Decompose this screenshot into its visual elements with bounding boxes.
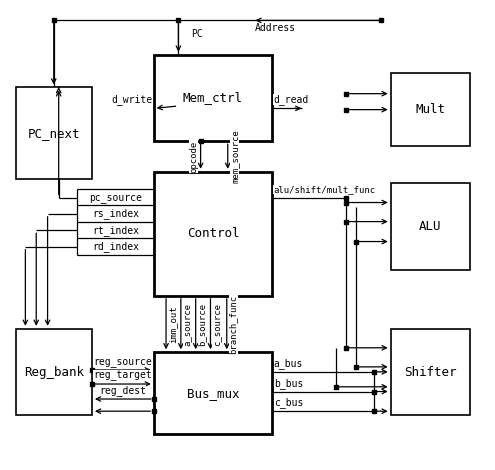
Text: PC: PC (191, 29, 202, 39)
Text: branch_func: branch_func (229, 295, 238, 353)
Text: c_source: c_source (212, 303, 221, 345)
Text: d_write: d_write (112, 94, 153, 105)
Text: opcode: opcode (189, 141, 198, 172)
Text: Address: Address (255, 23, 296, 33)
Text: reg_dest: reg_dest (99, 385, 147, 396)
Bar (391, 183, 470, 270)
Text: d_read: d_read (273, 94, 308, 105)
Text: c_bus: c_bus (274, 398, 303, 408)
Text: pc_source: pc_source (89, 193, 142, 203)
Text: Control: Control (187, 227, 239, 240)
Text: a_bus: a_bus (274, 358, 303, 369)
Text: reg_target: reg_target (94, 370, 152, 381)
Text: rd_index: rd_index (92, 241, 139, 252)
Text: ALU: ALU (419, 220, 442, 233)
Text: imm_out: imm_out (168, 305, 177, 343)
Bar (15, 329, 92, 415)
Text: alu/shift/mult_func: alu/shift/mult_func (273, 185, 375, 194)
Text: mem_source: mem_source (230, 130, 239, 183)
Text: Mult: Mult (415, 103, 445, 116)
Text: rs_index: rs_index (92, 209, 139, 219)
Text: b_bus: b_bus (274, 378, 303, 389)
Text: b_source: b_source (198, 303, 206, 345)
Bar (391, 329, 470, 415)
Text: Reg_bank: Reg_bank (24, 366, 84, 378)
Bar (154, 172, 272, 296)
Text: rt_index: rt_index (92, 225, 139, 236)
Text: a_source: a_source (183, 303, 192, 345)
Bar (154, 352, 272, 434)
Text: reg_source: reg_source (94, 357, 152, 367)
Bar (15, 87, 92, 179)
Bar (154, 55, 272, 141)
Text: Mem_ctrl: Mem_ctrl (183, 92, 243, 104)
Text: Bus_mux: Bus_mux (187, 387, 239, 400)
Bar (391, 73, 470, 146)
Text: Shifter: Shifter (404, 366, 456, 378)
Text: PC_next: PC_next (28, 126, 80, 140)
